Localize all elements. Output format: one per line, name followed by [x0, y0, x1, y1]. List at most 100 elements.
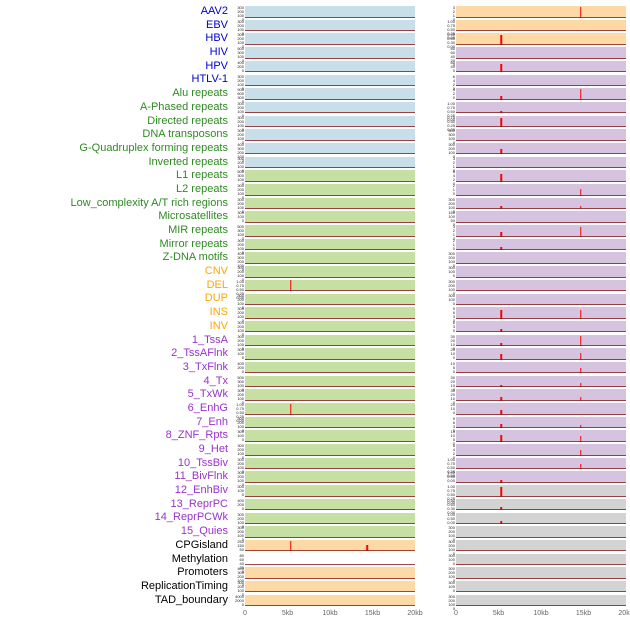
y-tick-label: 300 [448, 566, 455, 572]
density-spike [580, 188, 582, 196]
y-tick-label: 100 [448, 583, 455, 589]
y-tick-label: 300 [237, 470, 244, 476]
y-tick-label: 100 [237, 433, 244, 439]
density-spike [500, 64, 502, 73]
y-tick-label: 200 [237, 460, 244, 466]
feature-row: 2_TssAFlnk 300 100 0 20 10 0 [0, 347, 630, 361]
y-tick-label: 0 [452, 318, 455, 324]
right-density-panel [456, 594, 626, 607]
right-density-panel [456, 47, 626, 59]
right-density-panel [456, 279, 626, 292]
y-tick-label: 0.50 [236, 286, 244, 292]
left-y-axis-ticks: 4000 2000 0 [232, 593, 245, 606]
y-tick-label: 0.00 [236, 418, 244, 424]
y-tick-label: 0 [452, 550, 455, 556]
y-tick-label: 100 [237, 214, 244, 220]
y-tick-label: 100 [448, 601, 455, 607]
y-tick-label: 10 [450, 360, 455, 366]
density-spike [290, 404, 292, 415]
right-y-axis-ticks: 300 100 0 [439, 293, 456, 305]
left-density-panel [245, 361, 415, 374]
y-tick-label: 0 [241, 318, 244, 324]
left-y-axis-ticks: 400 300 200 100 0 [232, 142, 245, 162]
left-y-axis-ticks: 300 200 100 0 [232, 470, 245, 487]
y-tick-label: 100 [237, 478, 244, 484]
y-tick-label: 0 [241, 218, 244, 224]
left-density-panel [245, 19, 415, 32]
right-y-axis-ticks: 0.90 0.60 0.30 0.00 [439, 32, 456, 49]
y-tick-label: 200 [237, 241, 244, 247]
density-spike [500, 520, 502, 525]
left-y-axis-ticks: 300 200 100 0 [232, 33, 245, 49]
y-tick-label: 0.50 [447, 492, 455, 498]
feature-label: CNV [204, 265, 228, 278]
y-tick-label: 200 [237, 118, 244, 124]
right-density-panel [456, 526, 626, 538]
feature-row: CNV 300 200 100 0 300 100 0 [0, 265, 630, 282]
right-density-panel [456, 60, 626, 73]
y-tick-label: 200 [237, 104, 244, 110]
right-density-panel [456, 101, 626, 114]
y-tick-label: 300 [237, 333, 244, 339]
left-y-axis-ticks: 1.00 0.75 0.50 0.25 0.00 [232, 403, 245, 423]
y-tick-label: 4000 [235, 593, 244, 599]
y-tick-label: 0 [241, 67, 244, 73]
left-density-panel [245, 170, 415, 182]
y-tick-label: 1 [452, 241, 455, 247]
y-tick-label: 0.00 [447, 509, 455, 515]
y-tick-label: 60 [239, 556, 244, 562]
y-tick-label: 40 [450, 63, 455, 69]
y-tick-label: 0 [452, 327, 455, 333]
right-y-axis-ticks: 20 10 0 [439, 403, 456, 415]
y-tick-label: 3 [452, 314, 455, 320]
y-tick-label: 1 [452, 163, 455, 169]
y-tick-label: 200 [237, 392, 244, 398]
right-y-axis-ticks: 1.00 0.75 0.50 0.25 0.00 [439, 18, 456, 39]
y-tick-label: 300 [448, 579, 455, 585]
y-tick-label: 100 [237, 54, 244, 60]
y-tick-label: 2 [452, 237, 455, 243]
y-tick-label: 300 [237, 306, 244, 312]
density-spike [366, 545, 369, 552]
feature-row: HBV 300 200 100 0 0.90 0.60 0.30 0.00 [0, 32, 630, 49]
y-tick-label: 300 [237, 388, 244, 394]
left-y-axis-ticks: 300 200 100 0 [232, 115, 245, 131]
feature-row: DUP 300 200 100 0 300 100 0 [0, 292, 630, 309]
y-tick-label: 200 [237, 132, 244, 138]
y-tick-label: 200 [237, 63, 244, 69]
density-spike [580, 435, 582, 442]
density-spike [580, 464, 582, 470]
y-tick-label: 0.90 [447, 32, 455, 38]
y-tick-label: 30 [450, 333, 455, 339]
y-tick-label: 0 [452, 236, 455, 242]
y-tick-label: 100 [237, 327, 244, 333]
left-density-panel [245, 403, 415, 415]
y-tick-label: 100 [237, 263, 244, 269]
y-tick-label: 0 [452, 355, 455, 361]
y-tick-label: 1.00 [447, 18, 455, 24]
feature-label: 14_ReprPCWk [154, 511, 228, 524]
y-tick-label: 0 [241, 345, 244, 351]
density-spike [290, 280, 292, 292]
left-y-axis-ticks: 300 200 100 0 [232, 184, 245, 200]
y-tick-label: 0.00 [447, 478, 455, 484]
left-density-panel [245, 307, 415, 319]
y-tick-label: 0 [241, 505, 244, 511]
y-tick-label: 60 [450, 50, 455, 56]
y-tick-label: 300 [448, 525, 455, 531]
y-tick-label: 300 [237, 378, 244, 384]
y-tick-label: 0 [452, 95, 455, 101]
left-y-axis-ticks: 80 60 40 20 0 [232, 553, 245, 573]
feature-row: 11_BivFlnk 300 200 100 0 1.00 0.50 0.00 [0, 470, 630, 487]
y-tick-label: 0 [452, 605, 455, 611]
feature-row: 4_Tx 500 300 100 0 30 20 10 0 [0, 375, 630, 391]
y-tick-label: 100 [448, 533, 455, 539]
y-tick-label: 0 [241, 99, 244, 105]
y-tick-label: 2 [452, 183, 455, 189]
y-tick-label: 1 [452, 232, 455, 238]
left-y-axis-ticks: 300 200 100 0 [232, 129, 245, 145]
feature-label: HBV [205, 32, 228, 45]
